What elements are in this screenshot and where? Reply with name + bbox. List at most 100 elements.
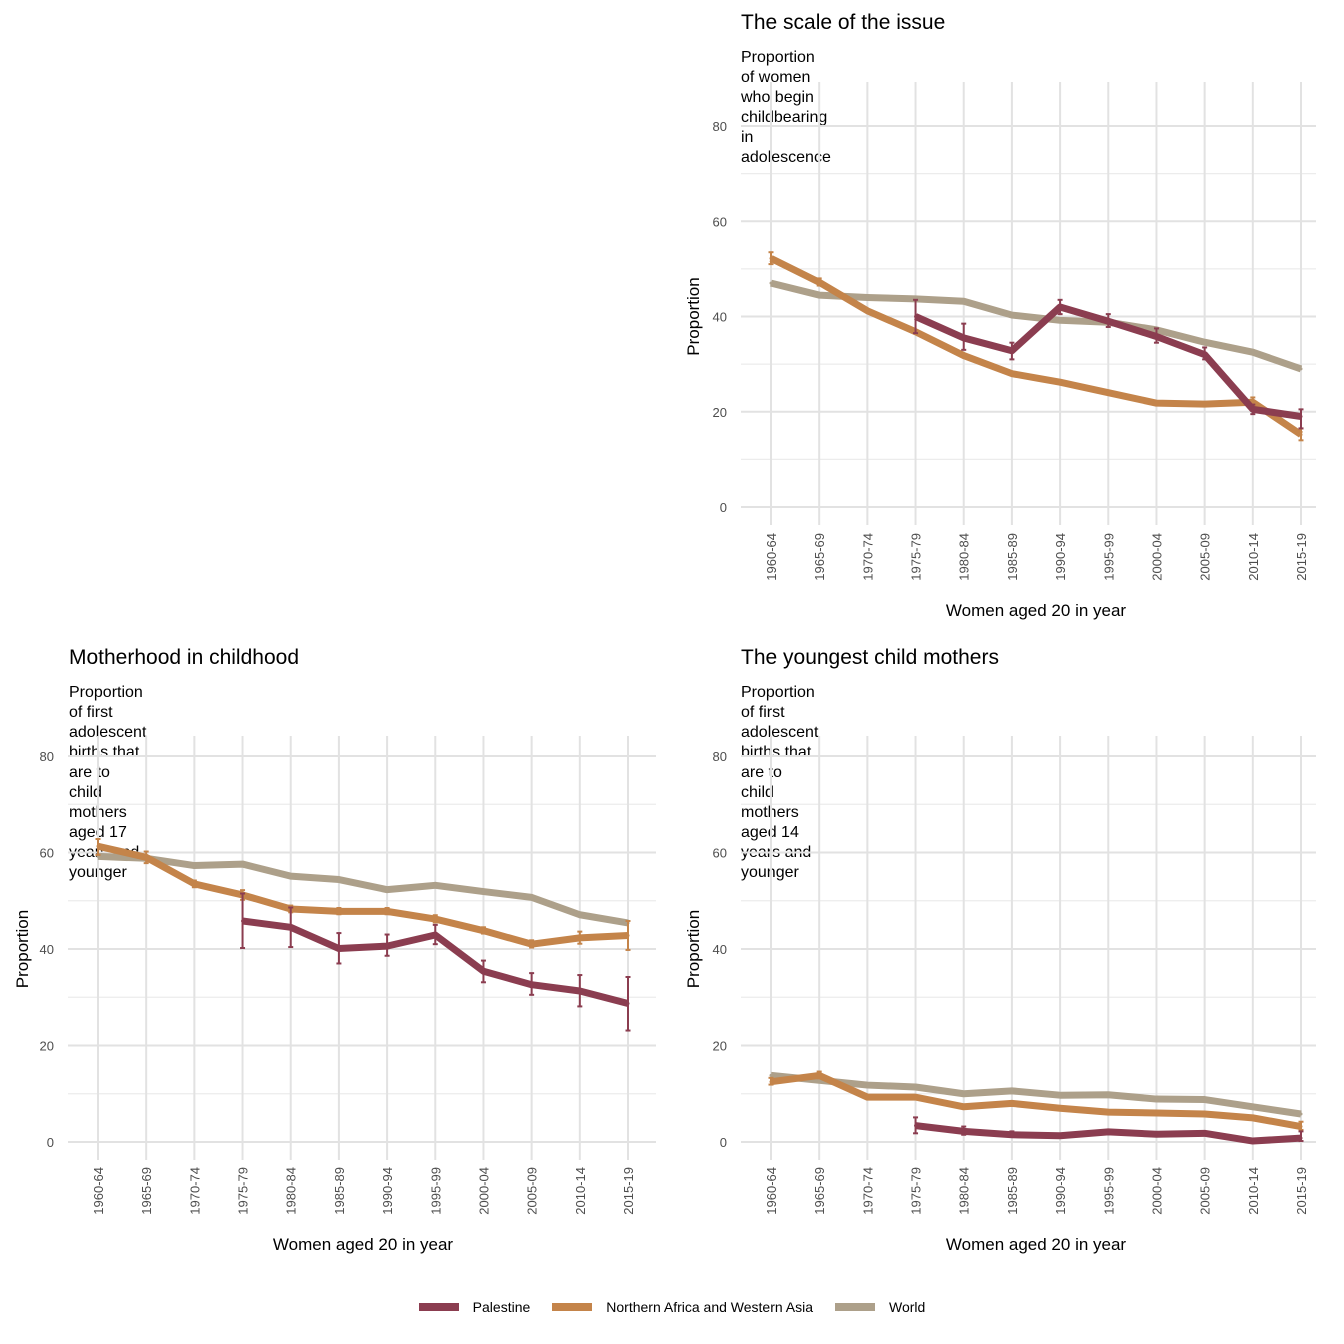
data-point [1299,415,1303,419]
data-point [817,293,821,297]
x-tick-label: 1980-84 [284,1167,299,1215]
series-northern-africa-and-western-asia [768,1070,1304,1131]
series-world [769,279,1303,373]
data-point [914,1124,918,1128]
y-tick-label: 40 [713,310,727,325]
data-point [1154,335,1158,339]
series-palestine [240,892,631,1032]
data-point [1010,1133,1014,1137]
x-axis-title: Women aged 20 in year [273,1235,454,1254]
x-tick-label: 2000-04 [1149,1167,1164,1215]
data-point [769,1080,773,1084]
y-tick-label: 60 [40,846,54,861]
data-point [192,864,196,868]
data-point [865,1095,869,1099]
y-tick-label: 0 [720,500,727,515]
x-tick-label: 2000-04 [1149,533,1164,581]
data-point [530,983,534,987]
y-tick-label: 20 [40,1039,54,1054]
x-tick-label: 1960-64 [91,1167,106,1215]
data-point [1299,1136,1303,1140]
data-point [626,1002,630,1006]
data-point [1010,349,1014,353]
data-point [1251,400,1255,404]
data-point [1154,1132,1158,1136]
series-world [96,852,630,927]
data-point [1106,1110,1110,1114]
data-point [578,936,582,940]
data-point [289,874,293,878]
x-tick-label: 1965-69 [139,1167,154,1215]
data-point [1203,1112,1207,1116]
x-tick-label: 1960-64 [764,1167,779,1215]
x-tick-label: 2015-19 [1294,533,1309,581]
data-point [626,933,630,937]
data-point [578,989,582,993]
y-tick-label: 40 [40,942,54,957]
data-point [914,315,918,318]
data-point [1203,1131,1207,1135]
data-point [192,882,196,886]
data-point [1058,318,1062,322]
legend-swatch [835,1303,875,1311]
grid-major: 0 20 40 60 80 1960-64 1965-69 1970-74 1975-79 198… [713,82,1316,581]
data-point [481,929,485,933]
data-point [1010,1089,1014,1093]
y-tick-label: 80 [40,749,54,764]
data-point [817,1073,821,1077]
series-line [770,1071,1302,1118]
data-point [1106,391,1110,395]
legend-label: Palestine [472,1299,531,1315]
y-tick-label: 20 [713,1039,727,1054]
data-point [1299,433,1303,437]
x-tick-label: 2015-19 [621,1167,636,1215]
data-point [481,890,485,894]
series-palestine [913,298,1304,430]
data-point [144,855,148,859]
x-tick-label: 1980-84 [957,1167,972,1215]
x-axis-title: Women aged 20 in year [946,1235,1127,1254]
x-tick-label: 1995-99 [428,1167,443,1215]
legend-swatch [552,1303,593,1311]
x-tick-label: 2000-04 [476,1167,491,1215]
x-tick-label: 1990-94 [1053,1167,1068,1215]
x-tick-label: 2005-09 [525,1167,540,1215]
x-tick-label: 1965-69 [812,533,827,581]
x-tick-label: 2005-09 [1198,533,1213,581]
data-point [817,280,821,284]
series-line [769,255,1303,438]
series-line [97,842,629,948]
data-point [1251,350,1255,354]
data-point [578,913,582,917]
data-point [1106,319,1110,323]
data-point [1251,1105,1255,1109]
data-point [1106,1130,1110,1134]
y-axis-title: Proportion [13,910,32,988]
data-point [241,862,245,866]
grid-minor [68,803,656,1095]
x-tick-label: 1990-94 [380,1167,395,1215]
y-axis-title: Proportion [684,277,703,355]
data-point [1203,340,1207,344]
x-tick-label: 2005-09 [1198,1167,1213,1215]
x-tick-label: 1985-89 [1005,533,1020,581]
data-point [1154,1111,1158,1115]
data-point [914,1095,918,1099]
data-point [1299,1112,1303,1116]
data-point [1010,313,1014,317]
x-tick-label: 1970-74 [187,1167,202,1215]
x-tick-label: 1970-74 [860,533,875,581]
data-point [865,1083,869,1087]
data-point [385,944,389,948]
chart-title: Motherhood in childhood [69,646,299,669]
series-line [770,1071,1302,1131]
grid-major: 0 20 40 60 80 1960-64 1965-69 1970-74 1975-79 198… [40,736,656,1215]
legend-item-palestine: Palestine [418,1299,531,1315]
x-tick-label: 1980-84 [957,533,972,581]
x-tick-label: 1985-89 [332,1167,347,1215]
data-point [337,878,341,882]
data-point [1058,1134,1062,1138]
data-point [1299,1125,1303,1129]
series-line [770,279,1303,373]
data-point [962,336,966,340]
